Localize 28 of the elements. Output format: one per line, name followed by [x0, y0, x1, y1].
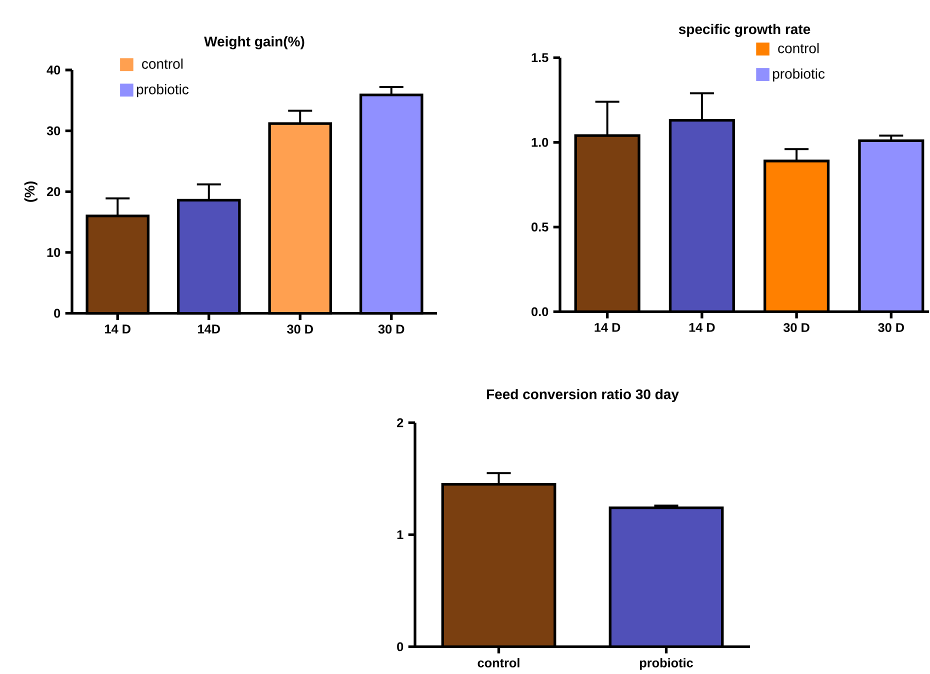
x-tick-label: 14D: [198, 324, 220, 334]
y-tick-label: 1.0: [532, 138, 548, 147]
y-tick-label: 20: [46, 187, 60, 196]
chart-title: Weight gain(%): [204, 36, 304, 50]
chart-title: Feed conversion ratio 30 day: [486, 388, 679, 402]
x-tick-label: 14 D: [594, 323, 620, 332]
legend-label: control: [142, 58, 183, 69]
y-axis-title: (%): [24, 181, 38, 202]
chart-title: specific growth rate: [678, 24, 810, 37]
y-tick-label: 10: [47, 248, 60, 257]
legend-label: control: [778, 42, 819, 54]
y-tick-label: 0: [54, 308, 60, 318]
y-tick-label: 1.5: [532, 53, 548, 62]
legend-label: probiotic: [136, 84, 189, 98]
y-tick-label: 30: [46, 126, 60, 136]
x-tick-label: 30 D: [287, 324, 313, 334]
y-tick-label: 2: [397, 418, 404, 428]
y-tick-label: 40: [46, 66, 60, 74]
y-tick-label: 0.0: [532, 307, 548, 316]
x-tick-label: 30 D: [878, 323, 904, 332]
y-tick-label: 0.5: [532, 222, 548, 232]
y-tick-label: 0: [397, 642, 404, 652]
y-tick-label: 1: [397, 530, 404, 540]
legend-label: probiotic: [773, 68, 825, 82]
x-tick-label: 30 D: [378, 324, 404, 334]
x-tick-label: 14 D: [689, 323, 715, 332]
x-tick-label: 30 D: [783, 323, 810, 332]
x-tick-label: 14 D: [105, 324, 130, 334]
